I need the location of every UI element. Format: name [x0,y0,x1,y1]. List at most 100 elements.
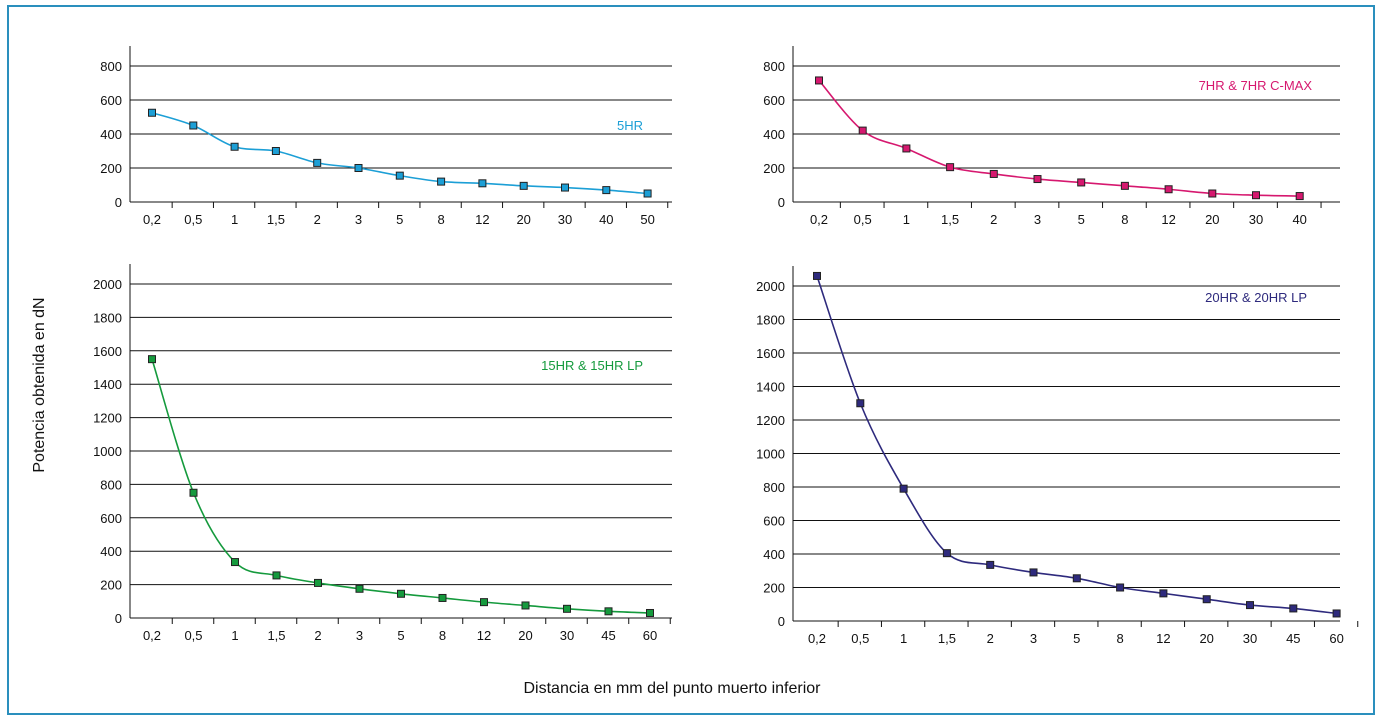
data-point [355,584,364,593]
x-tick-label: 40 [599,212,613,227]
x-tick-label: 20 [516,212,530,227]
data-point [230,142,239,151]
x-tick-label: 3 [1030,631,1037,646]
x-tick-label: 60 [1329,631,1343,646]
x-tick-label: 40 [1292,212,1306,227]
y-tick-label: 800 [100,477,122,492]
x-tick-label: 20 [518,628,532,643]
data-point [1202,595,1211,604]
data-point [438,593,447,602]
chart-panel-4: 0 200 400 600 800 1000 1200 1400 1600 1800 2000 0,2… [756,266,1359,646]
y-tick-label: 1400 [93,377,122,392]
data-point [902,144,911,153]
data-point [1208,189,1217,198]
data-point [646,608,654,617]
data-point [148,355,156,364]
series-label: 7HR & 7HR C-MAX [1199,78,1313,93]
x-tick-label: 2 [314,212,321,227]
x-tick-label: 5 [397,628,404,643]
data-point [946,163,955,172]
series-line [818,79,1300,197]
y-tick-label: 2000 [93,277,122,292]
data-point [271,147,280,155]
y-tick-label: 600 [100,511,122,526]
x-tick-label: 0,5 [184,212,202,227]
x-tick-label: 8 [1121,212,1128,227]
x-tick-label: 20 [1199,631,1213,646]
series-line [151,111,648,195]
data-point [272,571,281,580]
data-point [602,186,611,195]
data-point [1332,609,1341,618]
x-tick-label: 12 [477,628,491,643]
x-tick-label: 0,2 [143,628,161,643]
chart-panel-2: 0 200 400 600 800 0,2 0,5 1 1,5 2 3 5 8 12 20 30 40 7HR &… [763,46,1340,227]
data-point [1120,181,1129,190]
data-point [1072,574,1081,583]
x-tick-label: 30 [558,212,572,227]
data-point [899,484,908,493]
x-tick-label: 0,5 [854,212,872,227]
data-point [858,126,867,135]
x-tick-label: 12 [475,212,489,227]
y-tick-label: 0 [115,195,122,210]
x-tick-label: 3 [355,212,362,227]
data-point [1164,185,1173,194]
y-tick-label: 2000 [756,279,785,294]
data-point [1295,192,1304,201]
y-tick-label: 1000 [756,447,785,462]
series-line [816,275,1337,615]
y-tick-label: 200 [100,161,122,176]
x-tick-label: 12 [1156,631,1170,646]
y-tick-label: 600 [100,93,122,108]
y-tick-label: 200 [763,161,785,176]
data-point [815,76,823,85]
chart-panel-1: 0 200 400 600 800 0,2 0,5 1 1,5 2 3 5 8 12 20 30 40 50 5HR [100,46,672,227]
x-tick-label: 50 [640,212,654,227]
y-tick-label: 400 [100,544,122,559]
data-point [521,601,530,610]
data-point [395,171,404,180]
data-point [1252,191,1260,200]
y-tick-label: 1200 [756,413,785,428]
y-tick-label: 1800 [93,310,122,325]
y-tick-label: 800 [763,59,785,74]
data-point [189,488,198,497]
data-point [563,604,571,613]
x-tick-label: 0,5 [851,631,869,646]
x-tick-label: 20 [1205,212,1219,227]
data-point [313,158,322,167]
data-point [643,189,652,198]
x-tick-label: 1,5 [941,212,959,227]
series-label: 5HR [617,118,643,133]
data-point [604,607,613,616]
x-tick-label: 12 [1161,212,1175,227]
x-tick-label: 30 [1243,631,1257,646]
x-axis-label: Distancia en mm del punto muerto inferio… [523,680,821,697]
data-point [189,121,198,130]
data-point [148,108,156,117]
x-tick-label: 45 [1286,631,1300,646]
y-tick-label: 0 [778,614,785,629]
y-tick-label: 0 [778,195,785,210]
data-point [480,598,488,607]
data-point [231,558,239,567]
x-tick-label: 1,5 [267,628,285,643]
data-point [1159,589,1168,598]
x-tick-label: 2 [314,628,321,643]
data-point [437,177,446,186]
x-tick-label: 60 [643,628,657,643]
y-tick-label: 1400 [756,380,785,395]
y-axis-label: Potencia obtenida en dN [31,297,48,472]
x-tick-label: 1,5 [938,631,956,646]
y-tick-label: 400 [763,547,785,562]
x-tick-label: 2 [987,631,994,646]
x-tick-label: 1 [903,212,910,227]
y-tick-label: 200 [100,578,122,593]
x-tick-label: 0,2 [808,631,826,646]
chart-frame [7,5,1375,715]
x-tick-label: 0,5 [184,628,202,643]
data-point [519,181,528,190]
data-point [1289,604,1298,613]
